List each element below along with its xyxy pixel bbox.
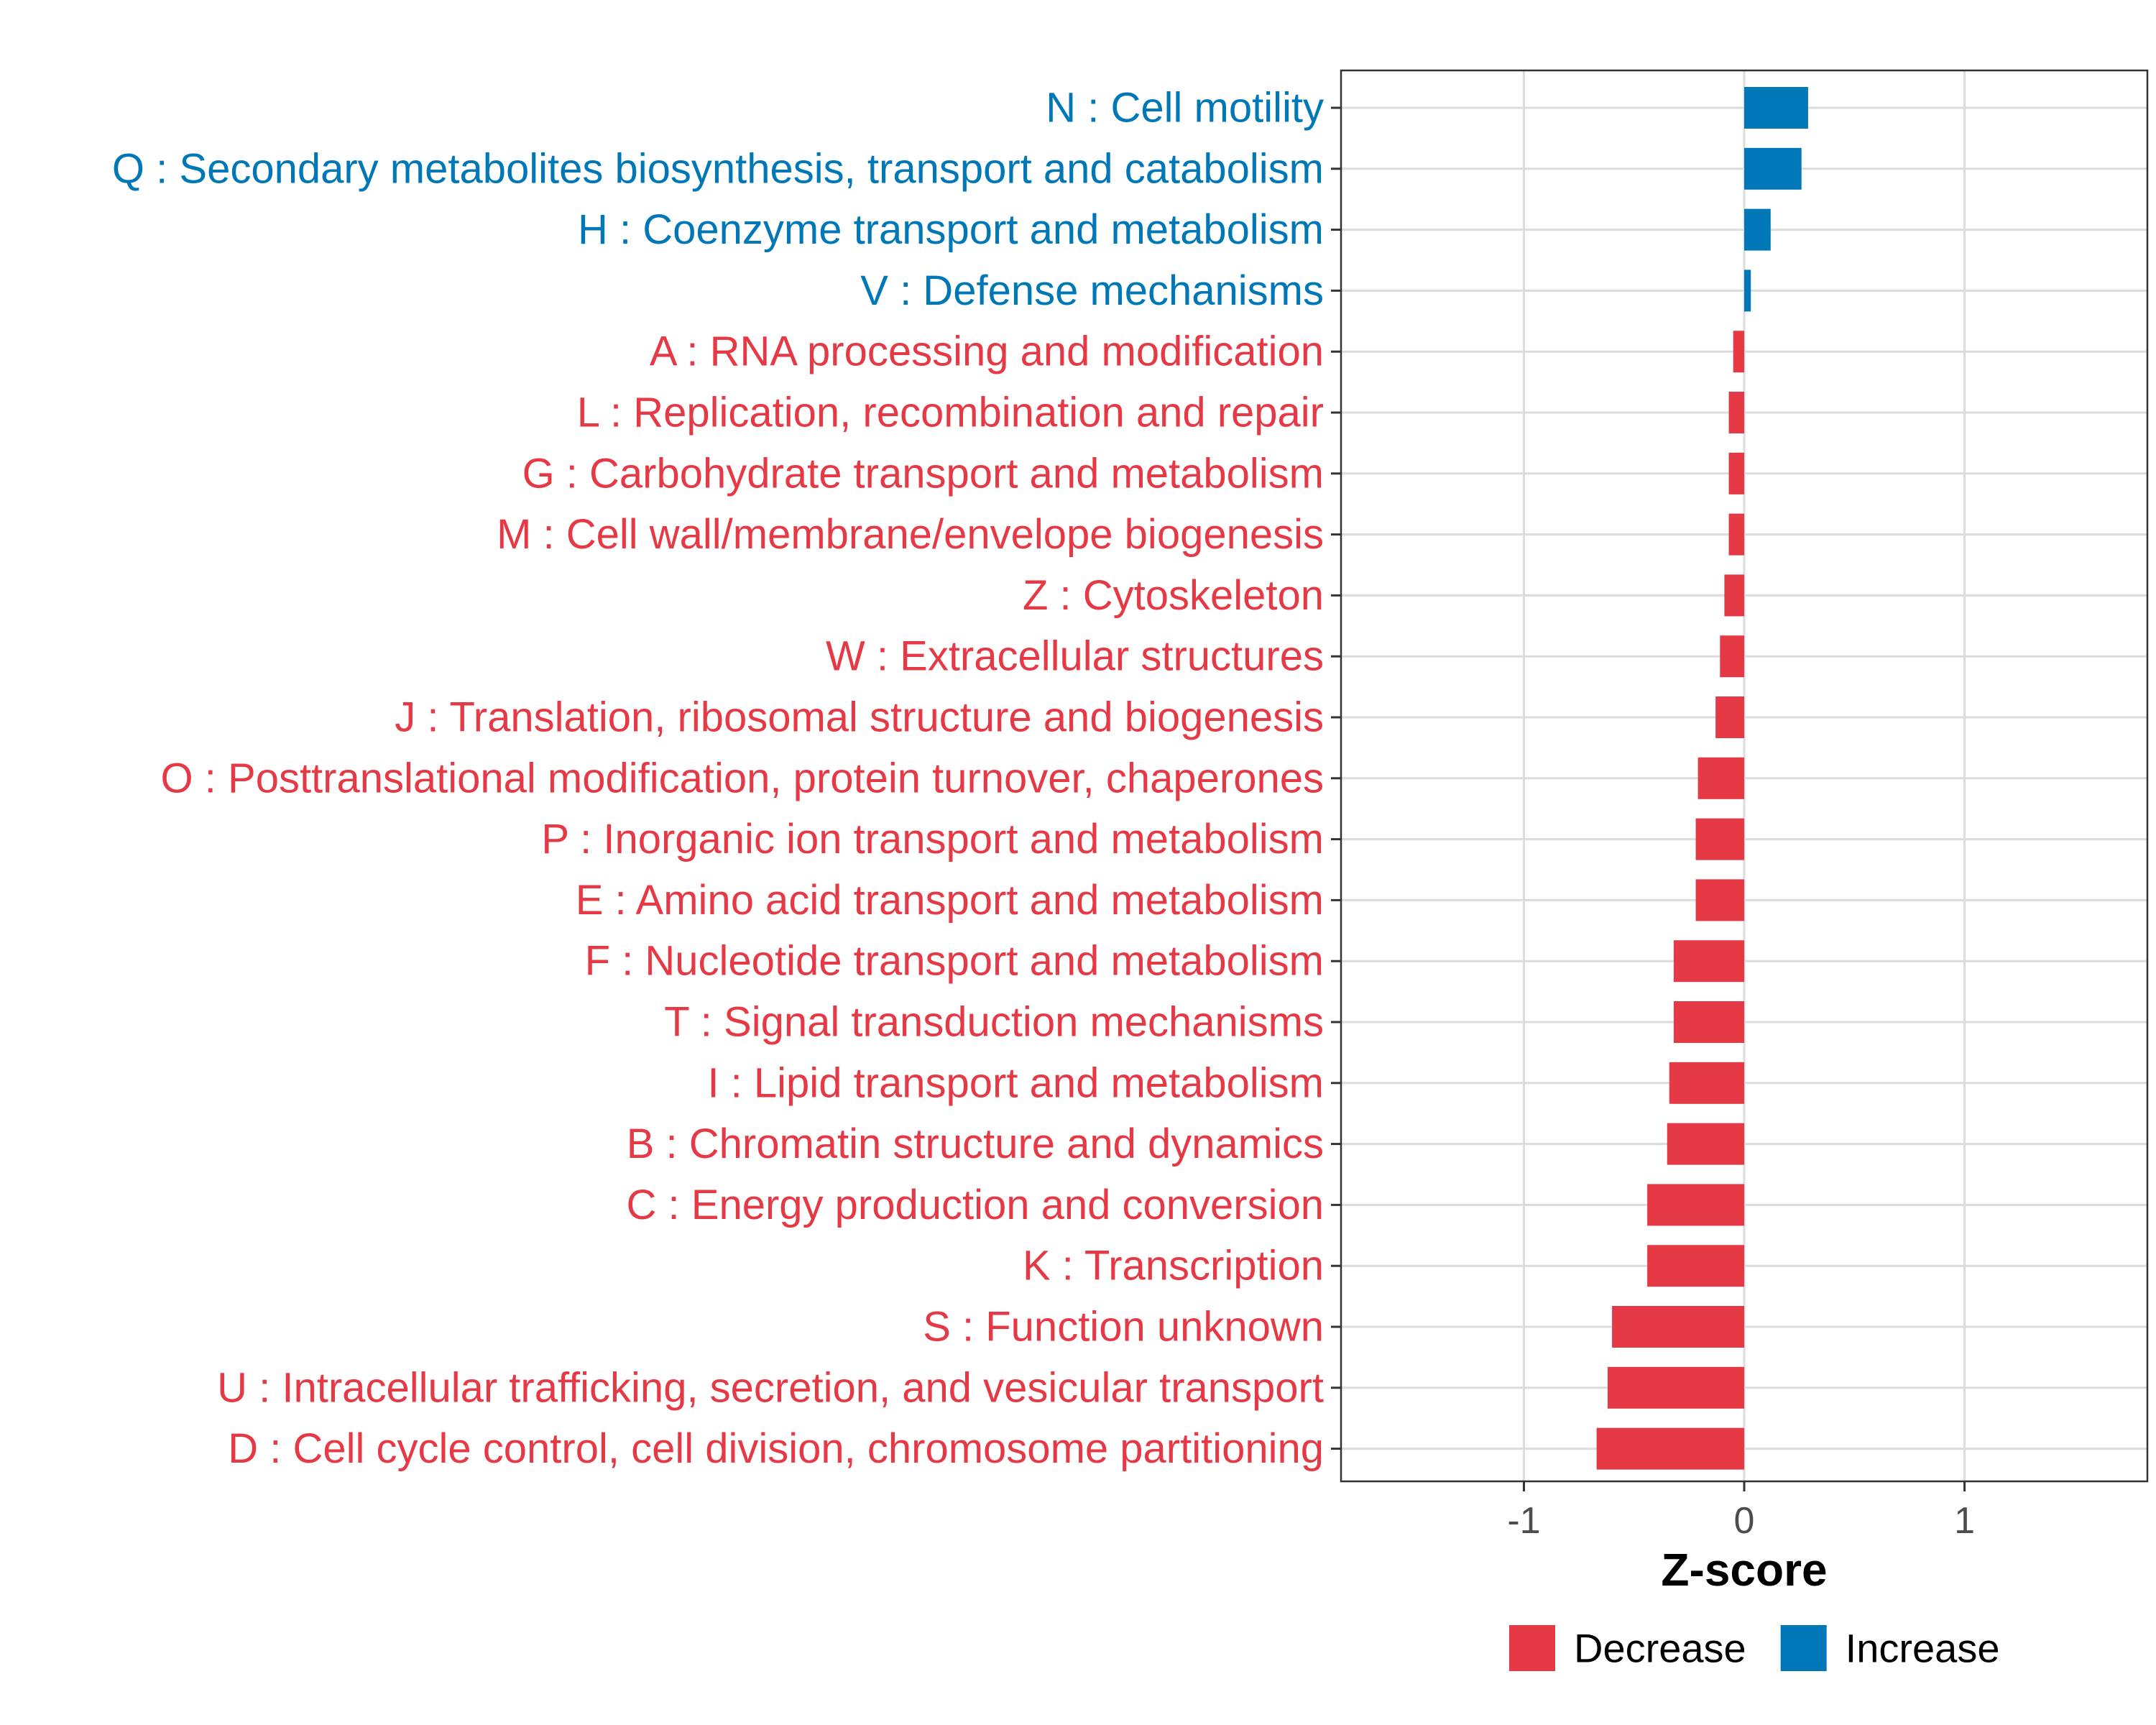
category-labels: N : Cell motility Q : Secondary metabolit…: [112, 85, 1324, 1473]
category-label: U : Intracellular trafficking, secretion…: [217, 1364, 1324, 1411]
category-label: B : Chromatin structure and dynamics: [627, 1121, 1324, 1167]
bar: [1744, 270, 1751, 312]
bar: [1596, 1427, 1744, 1470]
category-label: C : Energy production and conversion: [627, 1182, 1324, 1228]
bars: [1596, 87, 1808, 1470]
bar: [1673, 940, 1744, 983]
category-label: F : Nucleotide transport and metabolism: [585, 938, 1324, 985]
category-label: A : RNA processing and modification: [650, 328, 1324, 375]
bar: [1695, 879, 1744, 921]
category-label: P : Inorganic ion transport and metaboli…: [541, 816, 1324, 862]
category-label: N : Cell motility: [1046, 85, 1324, 132]
category-label: V : Defense mechanisms: [860, 267, 1324, 314]
bar: [1607, 1366, 1744, 1409]
bar: [1744, 208, 1771, 251]
x-tick-label: -1: [1507, 1500, 1540, 1542]
bar: [1724, 574, 1744, 617]
category-label: L : Replication, recombination and repai…: [577, 390, 1324, 436]
bar: [1728, 392, 1744, 433]
x-tick-labels: -1 0 1: [1507, 1500, 1975, 1542]
category-label: W : Extracellular structures: [826, 633, 1324, 680]
bar: [1669, 1062, 1744, 1104]
category-label: Z : Cytoskeleton: [1023, 572, 1324, 619]
bar: [1647, 1245, 1744, 1287]
bar: [1612, 1306, 1744, 1348]
category-label: H : Coenzyme transport and metabolism: [578, 206, 1324, 253]
bar: [1697, 757, 1744, 799]
bar: [1647, 1184, 1744, 1226]
bar: [1728, 513, 1744, 556]
category-label: M : Cell wall/membrane/envelope biogenes…: [497, 511, 1324, 558]
legend: Decrease Increase: [1509, 1625, 1999, 1671]
legend-key-increase: [1780, 1625, 1827, 1671]
bar: [1673, 1001, 1744, 1043]
category-label: O : Posttranslational modification, prot…: [161, 755, 1324, 801]
category-label: T : Signal transduction mechanisms: [664, 999, 1324, 1046]
category-label: S : Function unknown: [923, 1304, 1324, 1351]
category-label: D : Cell cycle control, cell division, c…: [228, 1425, 1324, 1472]
category-label: Q : Secondary metabolites biosynthesis, …: [112, 145, 1324, 192]
bar: [1720, 635, 1744, 678]
category-label: K : Transcription: [1023, 1243, 1324, 1289]
axis-ticks: [1331, 106, 1966, 1491]
x-axis-title: Z-score: [1661, 1544, 1827, 1596]
bar: [1715, 696, 1744, 738]
category-label: G : Carbohydrate transport and metabolis…: [522, 450, 1324, 497]
category-label: J : Translation, ribosomal structure and…: [395, 694, 1324, 741]
bar: [1667, 1123, 1744, 1165]
legend-label-increase: Increase: [1846, 1626, 2000, 1671]
bar: [1744, 87, 1808, 129]
x-tick-label: 1: [1954, 1500, 1975, 1542]
legend-label-decrease: Decrease: [1574, 1626, 1746, 1671]
x-tick-label: 0: [1734, 1500, 1755, 1542]
bar: [1733, 331, 1744, 373]
category-label: E : Amino acid transport and metabolism: [576, 877, 1324, 924]
legend-key-decrease: [1509, 1625, 1555, 1671]
bar: [1728, 452, 1744, 494]
bar: [1744, 147, 1802, 190]
bar: [1695, 818, 1744, 860]
category-label: I : Lipid transport and metabolism: [707, 1059, 1324, 1106]
